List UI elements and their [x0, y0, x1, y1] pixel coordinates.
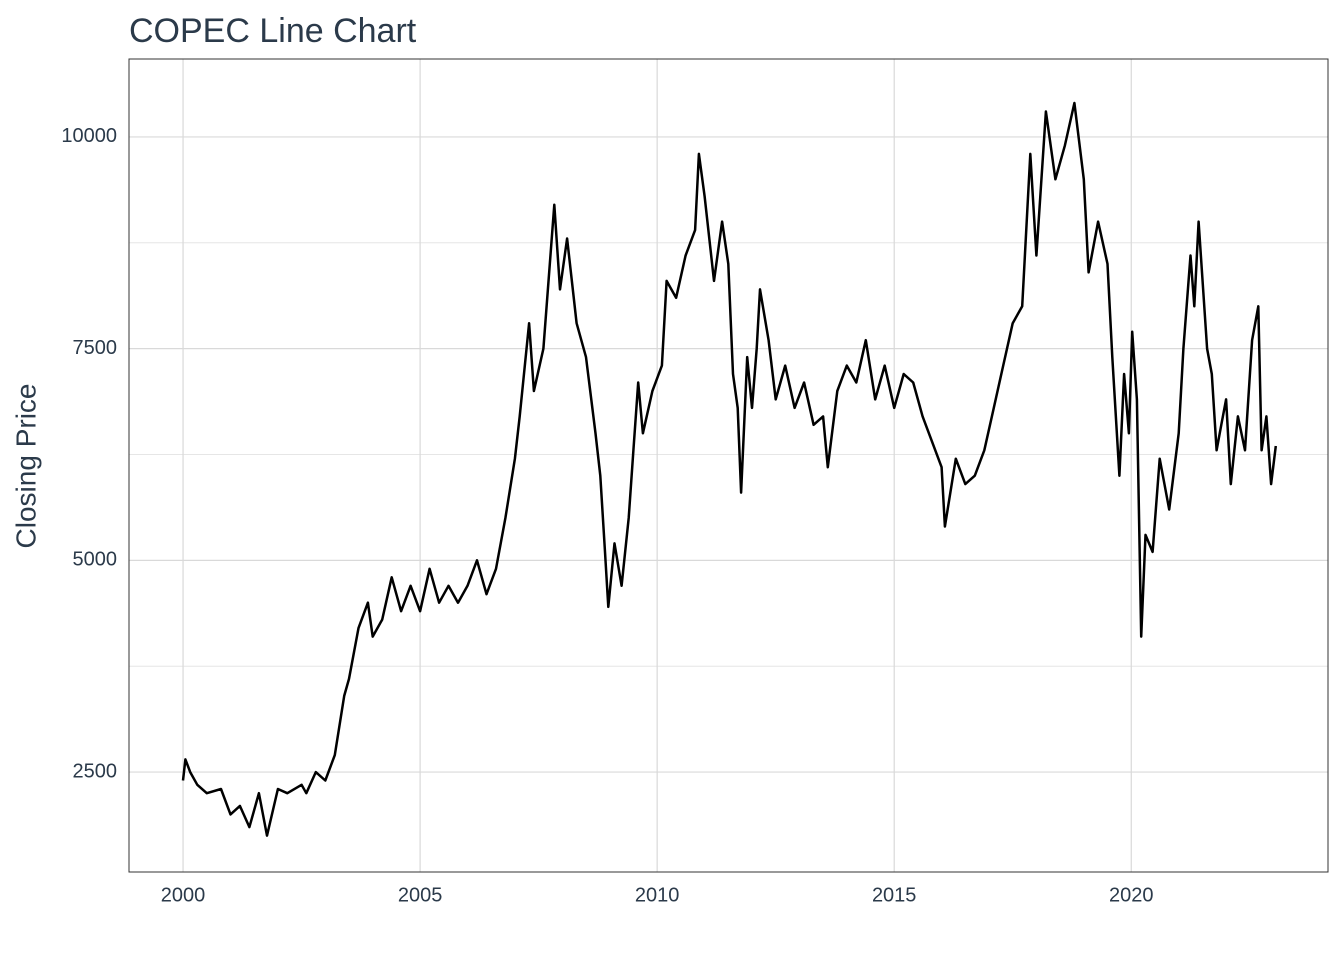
y-tick-label: 7500 [73, 337, 118, 359]
y-tick-label: 10000 [61, 125, 117, 147]
chart-title: COPEC Line Chart [129, 12, 417, 50]
x-tick-label: 2020 [1109, 884, 1154, 906]
x-tick-label: 2000 [161, 884, 206, 906]
x-tick-label: 2005 [398, 884, 443, 906]
price-line [181, 101, 1278, 837]
y-tick-label: 2500 [73, 760, 118, 782]
y-axis-title: Closing Price [10, 384, 41, 549]
y-tick-label: 5000 [73, 549, 118, 571]
x-tick-label: 2010 [635, 884, 680, 906]
plot-border [128, 58, 1329, 873]
x-tick-label: 2015 [872, 884, 917, 906]
